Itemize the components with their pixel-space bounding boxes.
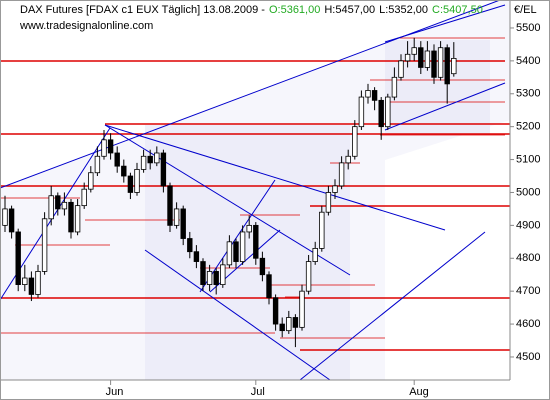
candle-body <box>418 47 424 68</box>
y-tick-label: 5300 <box>516 88 540 100</box>
candle-body <box>8 208 15 233</box>
y-tick-label: 5000 <box>516 186 540 198</box>
candle-body <box>35 271 41 295</box>
candle-body <box>107 139 114 154</box>
candle-body <box>253 224 259 259</box>
candle-body <box>325 192 332 213</box>
candle-body <box>391 76 398 98</box>
y-tick-label: 4600 <box>516 318 540 330</box>
candle-body <box>167 185 173 226</box>
minor-lines <box>0 37 505 339</box>
candle-body <box>286 317 292 332</box>
candle-body <box>451 57 457 75</box>
candle-body <box>206 271 213 285</box>
candle-body <box>2 208 8 226</box>
candle-body <box>338 162 345 187</box>
candles <box>2 37 457 348</box>
candle-body <box>319 211 325 249</box>
candle-body <box>444 47 450 85</box>
title-value: L:5352,00 <box>379 4 428 16</box>
candle-body <box>226 241 233 266</box>
candle-body <box>187 238 193 253</box>
candle-body <box>94 155 101 174</box>
x-tick-label: Jul <box>251 386 265 398</box>
candle-body <box>292 317 299 328</box>
title-value: O:5361,00 <box>269 4 320 16</box>
candle-body <box>147 155 153 164</box>
x-tick-label: Jun <box>106 386 124 398</box>
chart-subtitle: www.tradesignalonline.com <box>19 20 153 32</box>
candle-body <box>411 47 417 55</box>
candle-body <box>312 247 318 262</box>
candle-body <box>134 169 140 193</box>
candle-body <box>332 185 338 193</box>
y-axis-label: €/EL <box>514 4 537 16</box>
y-tick-label: 5200 <box>516 121 540 133</box>
candle-body <box>114 152 120 167</box>
candle-body <box>41 218 48 272</box>
candle-body <box>437 47 444 78</box>
candle-body <box>154 152 160 164</box>
candle-body <box>365 90 371 98</box>
candle-body <box>88 172 94 190</box>
candle-body <box>173 208 180 226</box>
candle-body <box>299 290 305 328</box>
candle-body <box>22 277 28 285</box>
candle-body <box>101 139 107 157</box>
candle-body <box>279 323 285 332</box>
candle-body <box>127 175 134 193</box>
candle-body <box>15 231 21 285</box>
candle-body <box>424 50 431 68</box>
candle-body <box>345 155 351 164</box>
candle-body <box>272 297 279 325</box>
candle-body <box>431 50 437 78</box>
candle-body <box>404 53 411 62</box>
candle-body <box>28 277 35 295</box>
title-value: H:5457,00 <box>324 4 375 16</box>
candle-body <box>140 155 147 170</box>
y-tick-label: 4900 <box>516 219 540 231</box>
candle-body <box>305 261 312 292</box>
candle-body <box>239 231 246 262</box>
y-tick-label: 4500 <box>516 351 540 363</box>
candle-body <box>398 60 404 78</box>
candle-body <box>200 261 206 285</box>
candle-body <box>266 274 272 299</box>
chart-title: DAX Futures [FDAX c1 EUX Täglich] 13.08.… <box>20 4 483 16</box>
candle-body <box>81 188 87 207</box>
candle-body <box>246 224 252 233</box>
candle-body <box>213 271 219 285</box>
candle-body <box>74 205 81 233</box>
candle-body <box>121 165 127 177</box>
candle-body <box>180 208 186 239</box>
y-tick-label: 4800 <box>516 252 540 264</box>
x-tick-label: Aug <box>409 386 429 398</box>
y-tick-label: 5500 <box>516 22 540 34</box>
candle-body <box>61 201 68 210</box>
title-text: DAX Futures [FDAX c1 EUX Täglich] 13.08.… <box>20 4 265 16</box>
shading <box>145 40 490 380</box>
candle-body <box>160 152 167 187</box>
candle-body <box>358 96 365 128</box>
candle-body <box>68 201 74 233</box>
y-tick-label: 5100 <box>516 153 540 165</box>
candle-body <box>220 264 226 285</box>
y-tick-label: 5400 <box>516 55 540 67</box>
candle-body <box>371 90 378 101</box>
candle-body <box>378 99 384 128</box>
y-tick-label: 4700 <box>516 285 540 297</box>
candle-body <box>193 251 200 262</box>
title-value: C:5407,50 <box>432 4 483 16</box>
candle-body <box>48 195 54 220</box>
candle-body <box>259 257 266 276</box>
candle-body <box>233 241 239 262</box>
candle-body <box>352 126 358 157</box>
candle-body <box>385 96 391 128</box>
candle-body <box>55 195 61 210</box>
